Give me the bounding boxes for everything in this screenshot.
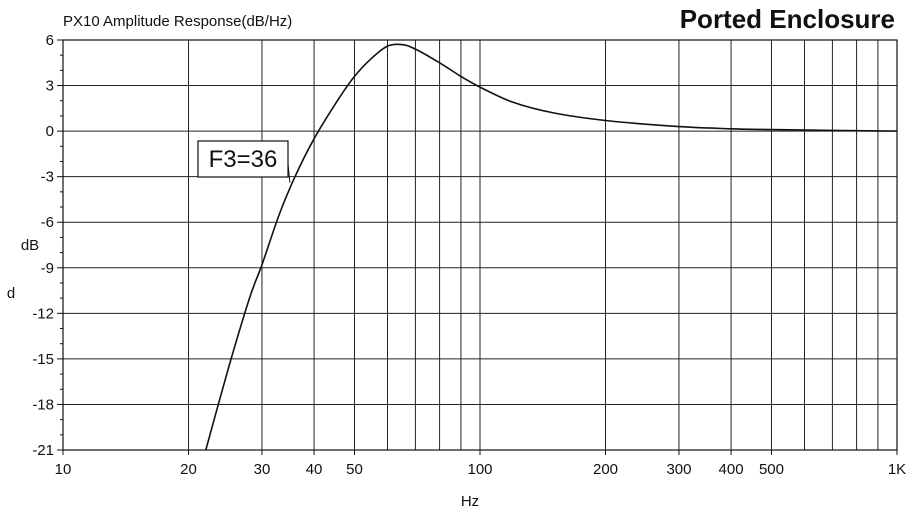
x-axis-label: Hz <box>461 493 479 510</box>
y-axis-label: dB <box>21 237 39 254</box>
x-tick-label: 300 <box>666 461 691 478</box>
y-tick-label: -12 <box>32 305 54 322</box>
annotation-text: F3=36 <box>209 146 278 173</box>
x-tick-label: 20 <box>180 461 197 478</box>
y-tick-label: -9 <box>41 260 54 277</box>
y-tick-label: -18 <box>32 396 54 413</box>
x-tick-label: 40 <box>306 461 323 478</box>
x-tick-label: 500 <box>759 461 784 478</box>
chart-title: PX10 Amplitude Response(dB/Hz) <box>63 13 292 30</box>
grid <box>63 39 897 451</box>
annotation-box <box>197 140 289 178</box>
f3-annotation: F3=36 <box>197 140 291 183</box>
x-axis-ticks: 10 20 30 40 50 100 200 300 400 500 1K <box>55 450 906 478</box>
x-tick-label: 1K <box>888 461 906 478</box>
y-tick-label: -21 <box>32 442 54 459</box>
plot-frame <box>62 39 898 451</box>
x-tick-label: 200 <box>593 461 618 478</box>
y-tick-label: 3 <box>46 78 54 95</box>
x-tick-label: 50 <box>346 461 363 478</box>
y-axis-label-secondary: d <box>7 285 15 302</box>
y-tick-label: 6 <box>46 32 54 49</box>
y-tick-label: -6 <box>41 214 54 231</box>
x-tick-label: 30 <box>254 461 271 478</box>
x-tick-label: 10 <box>55 461 72 478</box>
x-tick-label: 400 <box>719 461 744 478</box>
x-tick-label: 100 <box>467 461 492 478</box>
series-line <box>205 43 898 451</box>
y-tick-label: 0 <box>46 123 54 140</box>
y-axis-ticks: 6 3 0 -3 -6 -9 -12 -15 -18 -21 <box>32 32 63 459</box>
y-tick-label: -15 <box>32 351 54 368</box>
chart-subtitle: Ported Enclosure <box>680 4 895 34</box>
y-tick-label: -3 <box>41 169 54 186</box>
